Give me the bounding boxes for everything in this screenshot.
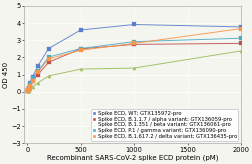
Point — [30, 79, 35, 82]
Point — [26, 89, 30, 92]
Point — [46, 61, 50, 63]
Point — [132, 43, 136, 46]
Point — [132, 23, 136, 26]
Point — [26, 88, 30, 91]
Point — [132, 42, 136, 45]
Legend: Spike ECD, WT; GTX135972-pro, Spike ECD, B.1.1.7 / alpha variant; GTX136059-pro,: Spike ECD, WT; GTX135972-pro, Spike ECD,… — [91, 109, 237, 141]
Point — [26, 88, 30, 91]
Point — [25, 90, 29, 93]
Point — [28, 84, 32, 87]
Point — [26, 87, 30, 90]
Point — [25, 89, 29, 92]
Point — [30, 79, 35, 82]
Point — [238, 26, 242, 28]
Point — [132, 40, 136, 43]
Point — [238, 42, 242, 45]
Point — [25, 90, 29, 92]
Point — [30, 75, 35, 78]
Point — [26, 88, 30, 91]
Point — [28, 83, 32, 85]
Point — [30, 77, 35, 79]
Point — [78, 29, 82, 31]
X-axis label: Recombinant SARS-CoV-2 spike ECD protein (pM): Recombinant SARS-CoV-2 spike ECD protein… — [47, 154, 217, 161]
Point — [78, 48, 82, 50]
Point — [25, 90, 29, 92]
Point — [28, 88, 32, 91]
Point — [238, 37, 242, 40]
Point — [28, 84, 32, 87]
Point — [26, 87, 30, 89]
Point — [238, 27, 242, 30]
Point — [36, 73, 40, 76]
Point — [46, 47, 50, 50]
Point — [26, 90, 30, 92]
Point — [30, 86, 35, 88]
Y-axis label: OD 450: OD 450 — [4, 62, 9, 88]
Point — [26, 89, 30, 92]
Point — [46, 56, 50, 58]
Point — [26, 89, 30, 92]
Point — [28, 82, 32, 84]
Point — [78, 47, 82, 50]
Point — [132, 67, 136, 69]
Point — [46, 75, 50, 77]
Point — [25, 90, 29, 92]
Point — [238, 50, 242, 52]
Point — [36, 82, 40, 84]
Point — [78, 49, 82, 51]
Point — [46, 57, 50, 60]
Point — [36, 64, 40, 67]
Point — [36, 71, 40, 73]
Point — [78, 68, 82, 70]
Point — [36, 70, 40, 72]
Point — [26, 89, 30, 91]
